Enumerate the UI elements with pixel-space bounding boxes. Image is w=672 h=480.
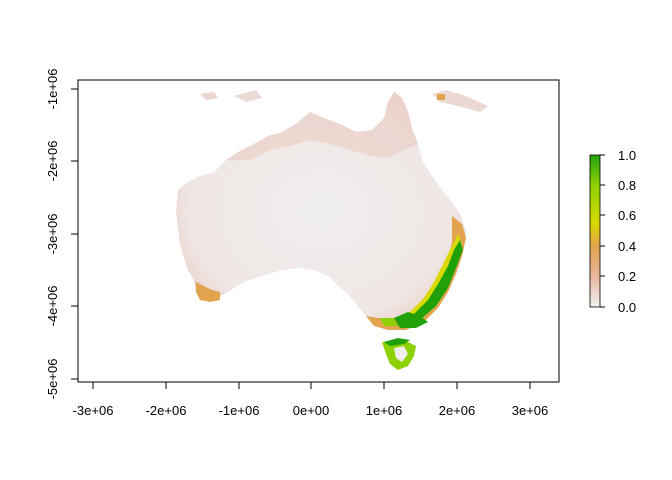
y-tick-label: -1e+06 xyxy=(45,69,60,110)
legend-label: 0.6 xyxy=(618,208,636,223)
island-orange-patch xyxy=(437,94,445,100)
legend-label: 0.8 xyxy=(618,178,636,193)
y-tick-label: -2e+06 xyxy=(45,141,60,182)
legend-colorbar xyxy=(589,154,601,308)
x-tick-label: -1e+06 xyxy=(219,403,260,418)
y-tick-label: -4e+06 xyxy=(45,286,60,327)
victoria-green-patch xyxy=(394,312,428,328)
legend-label: 0.0 xyxy=(618,300,636,315)
y-tick-label: -3e+06 xyxy=(45,214,60,255)
island-north-central xyxy=(234,90,262,102)
east-coast-green-band xyxy=(404,240,463,326)
y-tick-label: -5e+06 xyxy=(45,359,60,400)
island-papua xyxy=(432,90,488,112)
tasmania-north xyxy=(384,338,410,346)
northern-coast-tint xyxy=(226,92,418,160)
legend-label: 0.2 xyxy=(618,269,636,284)
x-tick-label: 3e+06 xyxy=(512,403,549,418)
x-tick-label: -2e+06 xyxy=(146,403,187,418)
y-axis: -1e+06 -2e+06 -3e+06 -4e+06 -5e+06 xyxy=(45,69,79,400)
east-coast-orange-band xyxy=(366,216,466,330)
tasmania-centre xyxy=(394,346,408,362)
southwest-suitability xyxy=(196,282,220,302)
x-tick-label: 0e+00 xyxy=(293,403,330,418)
color-legend: 1.0 0.8 0.6 0.4 0.2 0.0 xyxy=(589,148,636,315)
x-tick-label: -3e+06 xyxy=(73,403,114,418)
x-tick-label: 1e+06 xyxy=(366,403,403,418)
legend-label: 0.4 xyxy=(618,239,636,254)
x-axis: -3e+06 -2e+06 -1e+06 0e+00 1e+06 2e+06 3… xyxy=(73,381,549,418)
victoria-lightgreen xyxy=(380,318,398,326)
island-north-west xyxy=(200,92,218,100)
legend-label: 1.0 xyxy=(618,148,636,163)
x-tick-label: 2e+06 xyxy=(439,403,476,418)
